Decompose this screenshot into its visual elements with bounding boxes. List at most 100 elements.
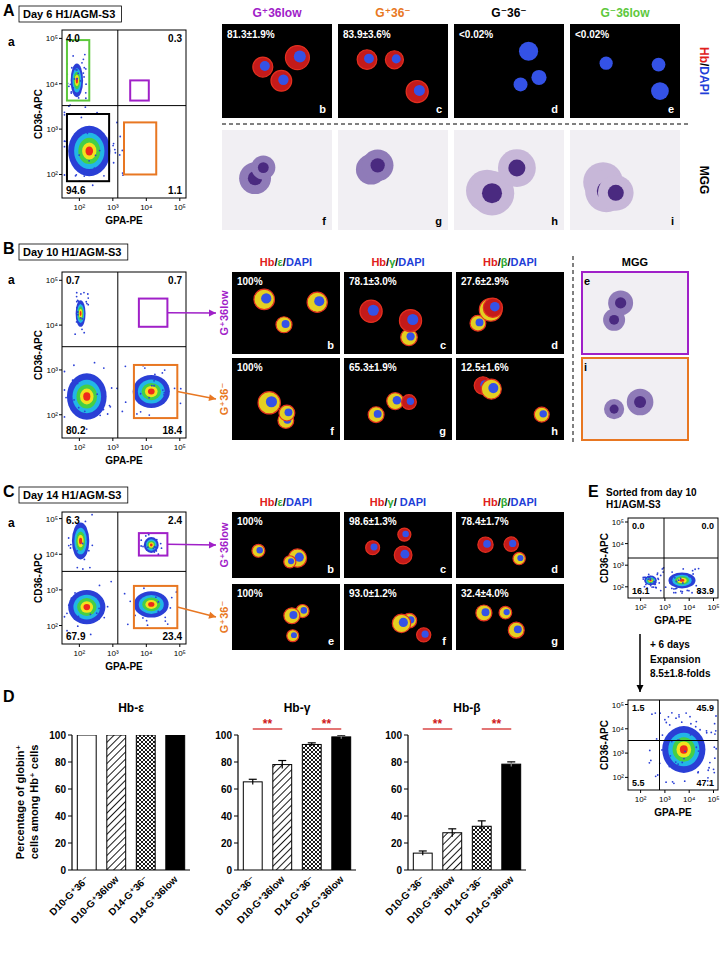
density: [73, 595, 100, 620]
mgg-label: MGG: [622, 256, 648, 268]
y-tick: [59, 325, 62, 326]
plot-frame: [62, 30, 186, 198]
event-dot: [129, 600, 131, 602]
percentage: 100%: [237, 276, 263, 287]
mgg-image: [582, 358, 688, 440]
nucleus: [285, 408, 293, 416]
percentage: 100%: [237, 362, 263, 373]
y-tick-label: 0: [60, 865, 66, 876]
y-tick: [68, 762, 72, 763]
event-dot: [76, 69, 78, 71]
event-dot: [155, 596, 157, 598]
micrograph: [454, 24, 564, 118]
event-dot: [662, 734, 664, 736]
density: [644, 576, 657, 586]
y-tick: [234, 870, 238, 871]
event-dot: [94, 362, 96, 364]
panel-label: E: [588, 483, 599, 500]
event-dot: [684, 750, 686, 752]
event-dot: [695, 746, 697, 748]
event-dot: [714, 723, 716, 725]
quadrant-line: [117, 272, 118, 438]
event-dot: [681, 592, 683, 594]
micrograph: [222, 24, 332, 118]
event-dot: [162, 389, 164, 391]
micrograph: [456, 358, 564, 440]
quadrant-value: 1.1: [168, 185, 182, 196]
micrograph-bg: [344, 512, 452, 578]
density: [74, 133, 104, 169]
arrow-head: [637, 685, 644, 692]
y-tick-label: 20: [391, 838, 403, 849]
event-dot: [91, 544, 93, 546]
event-dot: [76, 321, 78, 323]
event-dot: [650, 583, 652, 585]
nucleus: [531, 70, 546, 85]
event-dot: [124, 593, 126, 595]
micrograph-bg: [454, 24, 564, 118]
event-dot: [655, 586, 657, 588]
event-dot: [64, 111, 66, 113]
y-tick-label: 10⁵: [46, 276, 58, 285]
event-dot: [669, 755, 671, 757]
significance: **: [492, 717, 502, 731]
cell: [307, 292, 327, 312]
event-dot: [710, 732, 712, 734]
nucleus: [406, 332, 414, 340]
y-tick-label: 100: [49, 730, 66, 741]
cell: [368, 407, 384, 423]
event-dot: [652, 583, 654, 585]
column-header: G⁻36⁻: [491, 6, 526, 20]
image-letter: d: [551, 339, 558, 351]
title-box: [19, 244, 128, 260]
density: [71, 64, 83, 98]
density: [139, 595, 164, 614]
bar: [413, 853, 432, 870]
event-dot: [672, 781, 674, 783]
bars: [413, 762, 520, 870]
event-dot: [91, 514, 93, 516]
stain-part: DAPI: [397, 496, 426, 508]
nucleus: [282, 320, 290, 328]
event-dot: [715, 715, 717, 717]
y-axis: [237, 735, 238, 870]
chart-title: Hb-β: [453, 701, 480, 715]
y-tick-label: 40: [391, 811, 403, 822]
x-tick: [179, 198, 180, 201]
quadrant-line: [62, 346, 186, 347]
x-tick: [689, 790, 690, 793]
event-dot: [110, 581, 112, 583]
event-dot: [155, 550, 157, 552]
event-dot: [64, 416, 66, 418]
event-dot: [654, 584, 656, 586]
y-tick-label: 10⁴: [46, 321, 59, 330]
y-axis-label: Percentage of globin⁺: [14, 745, 26, 860]
event-dot: [75, 175, 77, 177]
density: [74, 72, 80, 89]
event-dot: [68, 537, 70, 539]
row-header: G⁺36⁻: [218, 383, 230, 416]
percentage: 78.4±1.7%: [461, 516, 509, 527]
y-tick: [59, 174, 62, 175]
event-dot: [77, 72, 79, 74]
percentage: 12.5±1.6%: [461, 362, 509, 373]
bar: [77, 735, 96, 870]
micrograph-bg: [232, 272, 340, 354]
event-dot: [145, 544, 147, 546]
event-dot: [658, 582, 660, 584]
x-tick-label: 10⁵: [174, 443, 186, 452]
event-dot: [78, 407, 80, 409]
micrograph: [232, 584, 340, 650]
title-box: [19, 487, 128, 503]
event-dot: [119, 154, 121, 156]
event-dot: [142, 617, 144, 619]
density: [676, 742, 691, 758]
x-tick: [112, 198, 113, 201]
expansion-label: 8.5±1.8-folds: [650, 668, 711, 679]
error-cap: [507, 761, 515, 762]
cell: [276, 317, 292, 333]
step-label: + 6 days: [650, 639, 690, 650]
event-dot: [77, 314, 79, 316]
mgg-image: [338, 130, 448, 230]
mgg-label: MGG: [697, 166, 711, 195]
